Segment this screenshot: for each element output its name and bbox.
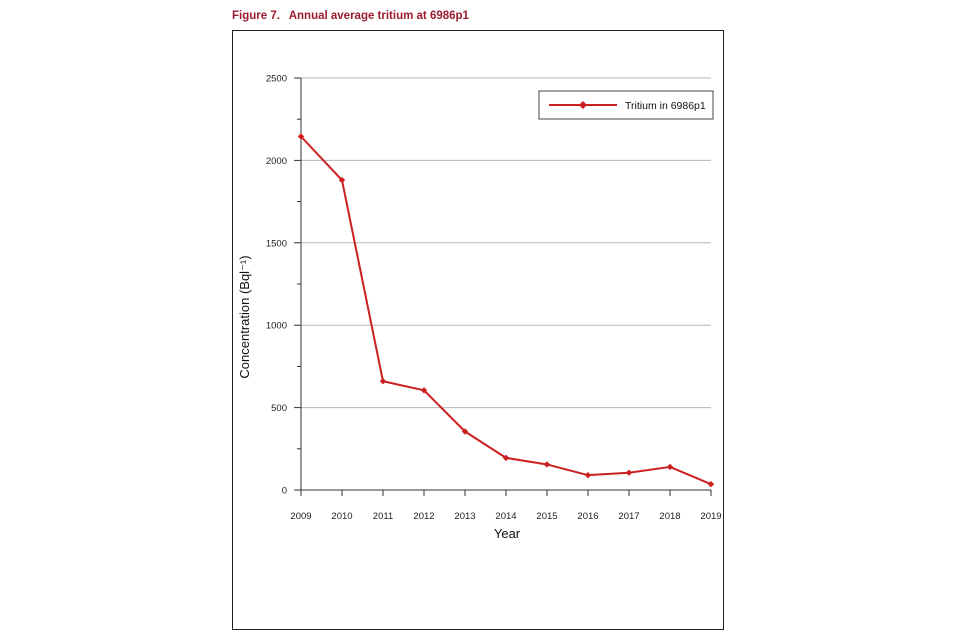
legend-marker (579, 101, 587, 109)
data-point-marker (379, 378, 387, 385)
x-tick-label: 2019 (700, 511, 721, 522)
figure-title: Annual average tritium at 6986p1 (288, 10, 469, 22)
y-tick-label: 1500 (266, 238, 287, 249)
data-point-marker (625, 469, 633, 476)
data-point-marker (420, 387, 428, 394)
x-axis-title: Year (494, 526, 521, 541)
data-point-marker (666, 463, 674, 471)
data-point-marker (297, 133, 305, 140)
y-tick-label: 2500 (266, 74, 287, 85)
x-tick-label: 2018 (659, 511, 680, 522)
axes (294, 77, 712, 496)
x-tick-label: 2009 (290, 511, 311, 522)
series-group (297, 133, 715, 488)
x-tick-label: 2017 (618, 511, 639, 522)
data-point-marker (543, 461, 551, 468)
y-tick-label: 0 (282, 486, 287, 497)
x-tick-label: 2014 (495, 511, 516, 522)
legend: Tritium in 6986p1 (538, 90, 714, 120)
gridlines (301, 77, 711, 409)
line-chart: 0 500 1000 1500 2000 2500 2009 2010 2011 2012 201… (237, 74, 722, 542)
legend-label: Tritium in 6986p1 (625, 100, 706, 112)
x-tick-label: 2010 (331, 511, 352, 522)
data-point-marker (584, 471, 592, 479)
x-tick-label: 2011 (373, 511, 393, 522)
data-point-marker (707, 481, 715, 488)
series-line (300, 135, 712, 486)
chart-frame: 0 500 1000 1500 2000 2500 2009 2010 2011 2012 201… (232, 30, 724, 630)
x-tick-label: 2012 (413, 511, 434, 522)
x-tick-label: 2015 (536, 511, 557, 522)
y-tick-label: 500 (271, 403, 287, 414)
data-point-marker (461, 428, 469, 435)
data-point-marker (502, 454, 510, 462)
y-tick-labels: 0 500 1000 1500 2000 2500 (266, 74, 287, 497)
data-point-marker (338, 176, 346, 184)
x-tick-label: 2013 (454, 511, 475, 522)
y-axis-title: Concentration (Bql⁻¹) (237, 255, 252, 378)
y-tick-label: 2000 (266, 156, 287, 167)
y-tick-label: 1000 (266, 321, 287, 332)
figure-caption: Figure 7. Annual average tritium at 6986… (232, 10, 469, 22)
x-tick-label: 2016 (577, 511, 598, 522)
x-tick-labels: 2009 2010 2011 2012 2013 2014 2015 2016 2017 2018… (290, 511, 721, 522)
figure-number: Figure 7. (232, 10, 280, 22)
